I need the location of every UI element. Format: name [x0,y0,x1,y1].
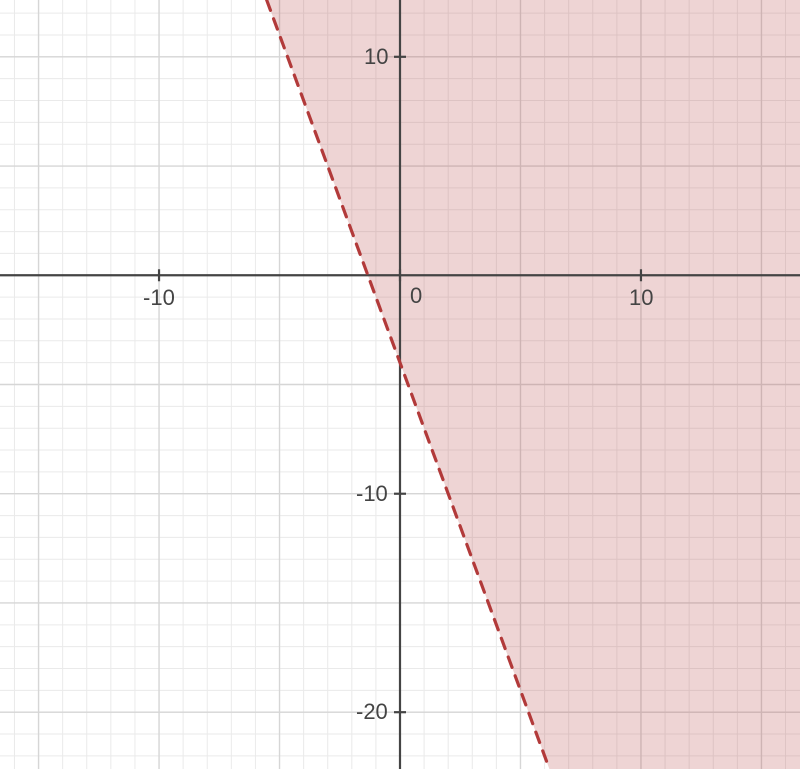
x-tick-label: -10 [143,285,175,311]
y-tick-label: -20 [356,699,388,725]
inequality-chart: -10 10 -20 -10 10 0 [0,0,800,769]
chart-svg [0,0,800,769]
y-tick-label: 10 [364,44,388,70]
y-tick-label: -10 [356,481,388,507]
x-tick-label: 10 [629,285,653,311]
origin-label: 0 [410,283,422,309]
